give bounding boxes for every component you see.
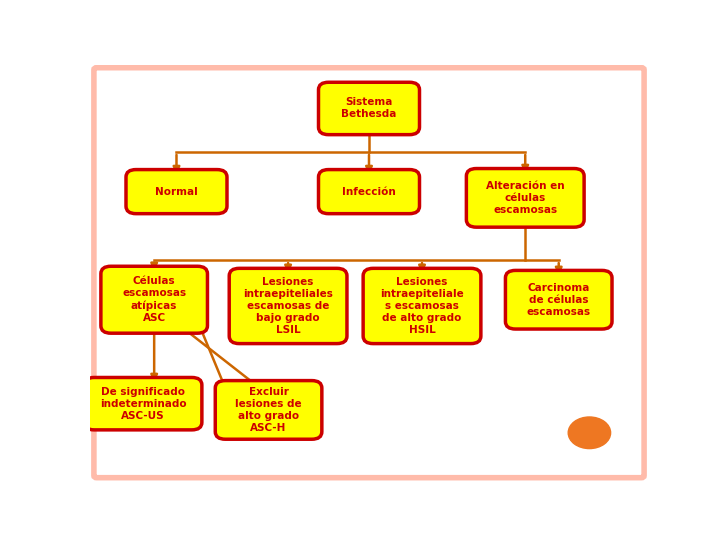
FancyBboxPatch shape	[101, 266, 207, 333]
FancyBboxPatch shape	[126, 170, 227, 214]
FancyBboxPatch shape	[318, 82, 420, 134]
FancyBboxPatch shape	[467, 168, 584, 227]
Text: Alteración en
células
escamosas: Alteración en células escamosas	[486, 181, 564, 215]
Text: Infección: Infección	[342, 187, 396, 197]
Text: Carcinoma
de células
escamosas: Carcinoma de células escamosas	[526, 283, 591, 317]
FancyBboxPatch shape	[84, 377, 202, 430]
FancyBboxPatch shape	[215, 381, 322, 439]
Text: Excluir
lesiones de
alto grado
ASC-H: Excluir lesiones de alto grado ASC-H	[235, 387, 302, 433]
Text: Sistema
Bethesda: Sistema Bethesda	[341, 97, 397, 119]
FancyBboxPatch shape	[505, 271, 612, 329]
Text: Lesiones
intraepiteliales
escamosas de
bajo grado
LSIL: Lesiones intraepiteliales escamosas de b…	[243, 277, 333, 335]
Circle shape	[568, 417, 611, 449]
Text: Células
escamosas
atípicas
ASC: Células escamosas atípicas ASC	[122, 276, 186, 323]
Text: De significado
indeterminado
ASC-US: De significado indeterminado ASC-US	[99, 387, 186, 421]
FancyBboxPatch shape	[318, 170, 420, 214]
FancyBboxPatch shape	[229, 268, 347, 343]
Text: Normal: Normal	[155, 187, 198, 197]
Text: Lesiones
intraepiteliale
s escamosas
de alto grado
HSIL: Lesiones intraepiteliale s escamosas de …	[380, 277, 464, 335]
FancyBboxPatch shape	[363, 268, 481, 343]
